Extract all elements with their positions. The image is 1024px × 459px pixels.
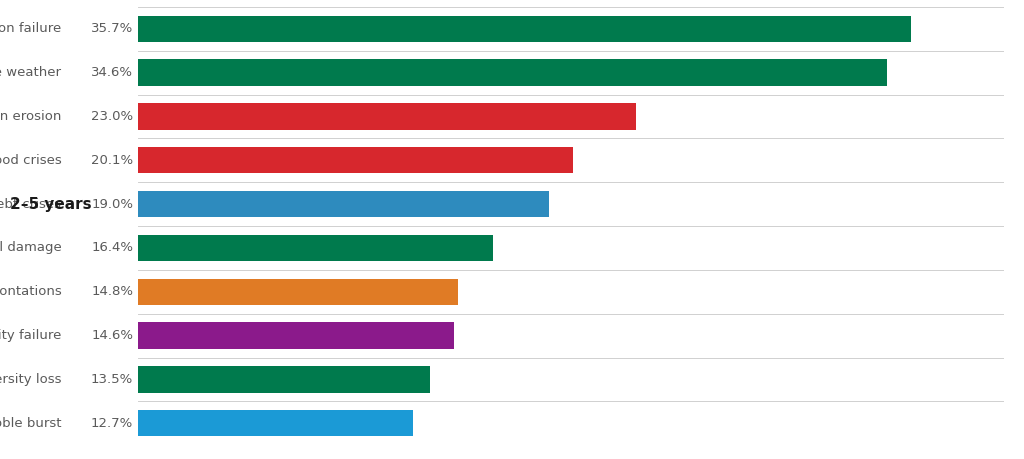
Text: Social cohesion erosion: Social cohesion erosion — [0, 110, 61, 123]
Bar — [138, 147, 573, 174]
Bar — [138, 366, 430, 392]
Text: 35.7%: 35.7% — [91, 22, 133, 35]
Bar — [138, 235, 493, 261]
Text: Climate action failure: Climate action failure — [0, 22, 61, 35]
Text: 20.1%: 20.1% — [91, 154, 133, 167]
Text: 13.5%: 13.5% — [91, 373, 133, 386]
Text: Human environmental damage: Human environmental damage — [0, 241, 61, 254]
Bar — [138, 279, 459, 305]
Text: Asset bubble burst: Asset bubble burst — [0, 417, 61, 430]
Bar — [138, 191, 549, 217]
Text: 14.8%: 14.8% — [91, 285, 133, 298]
Text: 16.4%: 16.4% — [91, 241, 133, 254]
Text: 12.7%: 12.7% — [91, 417, 133, 430]
Bar — [138, 103, 636, 129]
Bar — [138, 16, 910, 42]
Text: 14.6%: 14.6% — [91, 329, 133, 342]
Bar — [138, 323, 454, 349]
Text: 19.0%: 19.0% — [91, 198, 133, 211]
Text: 34.6%: 34.6% — [91, 66, 133, 79]
Bar — [138, 410, 413, 437]
Text: 23.0%: 23.0% — [91, 110, 133, 123]
Text: Geoeconomic confrontations: Geoeconomic confrontations — [0, 285, 61, 298]
Text: Debt crises: Debt crises — [0, 198, 61, 211]
Text: Livelihood crises: Livelihood crises — [0, 154, 61, 167]
Text: Biodiversity loss: Biodiversity loss — [0, 373, 61, 386]
Bar — [138, 60, 887, 86]
Text: Extreme weather: Extreme weather — [0, 66, 61, 79]
Text: 2–5 years: 2–5 years — [10, 196, 92, 212]
Text: Cybersecurity failure: Cybersecurity failure — [0, 329, 61, 342]
